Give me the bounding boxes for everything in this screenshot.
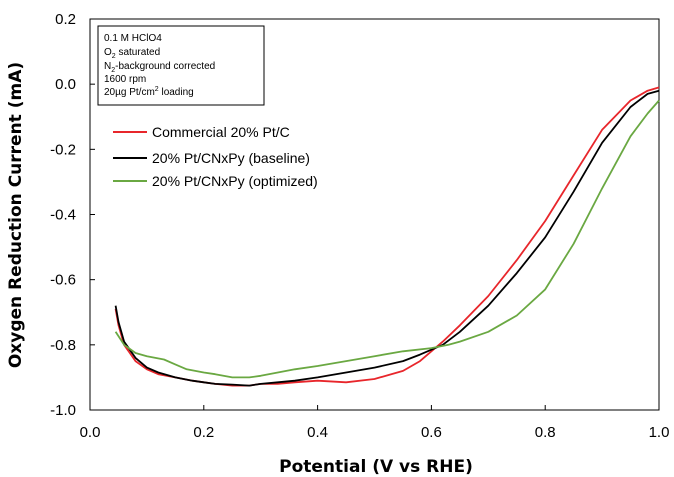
legend: Commercial 20% Pt/C 20% Pt/CNxPy (baselin… xyxy=(113,124,318,189)
x-axis-ticks: 0.0 0.2 0.4 0.6 0.8 1.0 xyxy=(80,405,670,441)
condition-background: N2-background corrected xyxy=(104,61,215,74)
y-tick-label: -0.8 xyxy=(50,337,76,354)
series-line-commercial-20-pt-c xyxy=(114,86,660,387)
x-tick-label: 1.0 xyxy=(649,424,670,441)
series-line-20-pt-cnxpy-optimized xyxy=(114,99,660,379)
series-layer xyxy=(114,86,660,387)
condition-electrolyte: 0.1 M HClO4 xyxy=(104,33,162,44)
legend-label: Commercial 20% Pt/C xyxy=(152,124,290,140)
y-tick-label: -0.2 xyxy=(50,141,76,158)
conditions-box-border xyxy=(97,25,265,106)
x-tick-label: 0.4 xyxy=(307,424,328,441)
x-axis-title: Potential (V vs RHE) xyxy=(279,457,473,477)
y-axis-ticks: 0.2 0.0 -0.2 -0.4 -0.6 -0.8 -1.0 xyxy=(50,11,95,419)
y-tick-label: -0.6 xyxy=(50,272,76,289)
x-tick-label: 0.2 xyxy=(193,424,214,441)
x-tick-label: 0.8 xyxy=(535,424,556,441)
condition-rotation: 1600 rpm xyxy=(104,74,146,85)
legend-label: 20% Pt/CNxPy (optimized) xyxy=(152,173,318,189)
y-tick-label: -1.0 xyxy=(50,402,76,419)
y-tick-label: 0.2 xyxy=(55,11,76,28)
conditions-box: 0.1 M HClO4 O2 saturated N2-background c… xyxy=(97,25,265,106)
y-tick-label: -0.4 xyxy=(50,207,76,224)
condition-loading: 20µg Pt/cm2 loading xyxy=(104,86,194,98)
legend-label: 20% Pt/CNxPy (baseline) xyxy=(152,150,310,166)
y-tick-label: 0.0 xyxy=(55,76,76,93)
x-tick-label: 0.6 xyxy=(421,424,442,441)
condition-gas: O2 saturated xyxy=(104,47,160,60)
x-tick-label: 0.0 xyxy=(80,424,101,441)
y-axis-title: Oxygen Reduction Current (mA) xyxy=(6,62,26,368)
series-line-20-pt-cnxpy-baseline xyxy=(114,89,660,387)
